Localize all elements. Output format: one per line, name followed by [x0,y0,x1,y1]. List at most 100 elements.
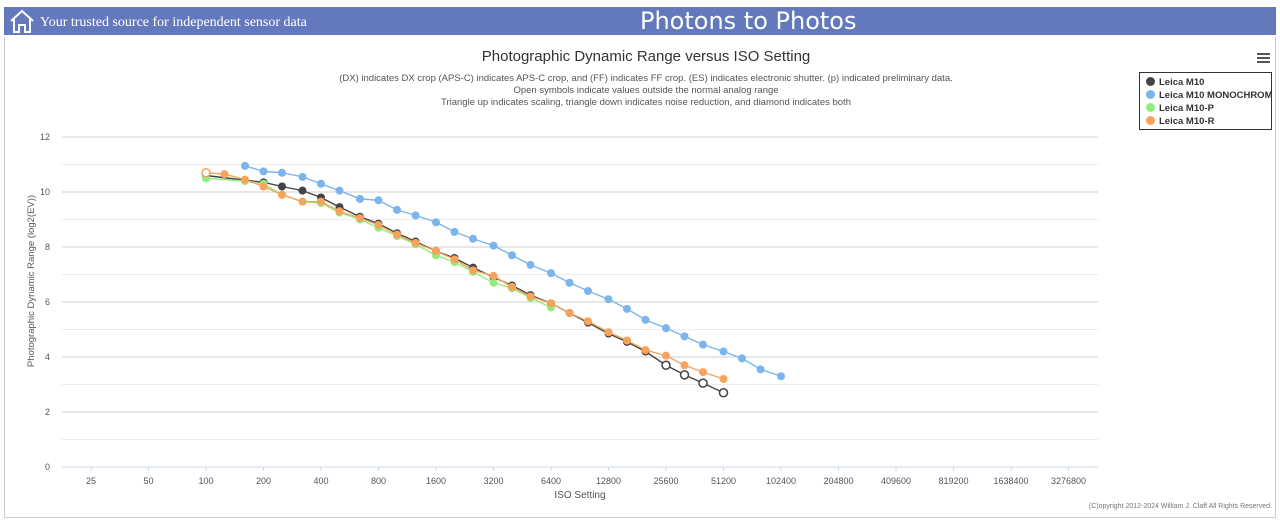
y-tick-label: 8 [45,242,50,252]
legend-marker-icon [1146,90,1155,99]
data-point [450,227,459,236]
chart-legend: Leica M10 Leica M10 MONOCHROM Leica M10-… [1139,72,1273,130]
legend-marker-icon [1146,116,1155,125]
data-point [240,175,249,184]
legend-marker-icon [1146,77,1155,86]
data-point [661,360,671,370]
legend-item-leica-m10[interactable]: Leica M10 [1146,77,1204,89]
data-point [526,292,535,301]
data-point [565,278,574,287]
chart-subtitle-line: (DX) indicates DX crop (APS-C) indicates… [339,73,953,84]
data-point [699,368,708,377]
x-tick-label: 12800 [596,476,621,486]
site-tagline: Your trusted source for independent sens… [40,15,307,30]
chart-subtitle-line: Triangle up indicates scaling, triangle … [441,97,851,108]
data-point [432,247,440,256]
legend-marker-icon [1146,103,1155,112]
data-point [411,211,420,220]
data-point [662,351,670,360]
x-tick-label: 200 [256,476,271,486]
data-point [623,304,632,313]
data-point [489,278,498,287]
data-point [719,375,728,383]
data-point [662,324,670,333]
series-line [205,174,724,394]
data-point [278,190,287,199]
x-tick-label: 204800 [823,476,853,486]
data-point [547,299,555,308]
x-tick-label: 3200 [483,476,503,486]
data-point [259,167,268,176]
data-point [374,196,383,205]
site-header: Your trusted source for independent sens… [4,7,1276,35]
data-point [240,161,249,170]
x-tick-label: 800 [371,476,386,486]
data-point [565,309,574,317]
legend-label: Leica M10-R [1159,116,1215,127]
x-tick-label: 1600 [426,476,446,486]
x-tick-label: 1638400 [993,476,1028,486]
data-point [641,315,650,324]
data-point [411,238,420,247]
data-point [278,168,287,177]
y-tick-label: 4 [45,352,50,362]
data-point [699,340,708,349]
data-point [317,179,325,188]
chart-title: Photographic Dynamic Range versus ISO Se… [482,48,811,65]
x-tick-label: 51200 [711,476,736,486]
x-tick-label: 409600 [881,476,911,486]
data-point [508,282,517,291]
x-tick-label: 819200 [938,476,968,486]
data-point [220,170,229,179]
data-point [393,205,402,214]
data-point [756,365,765,374]
data-point [335,186,344,195]
x-tick-label: 6400 [541,476,561,486]
data-point [698,378,708,388]
y-tick-label: 10 [40,187,50,197]
data-point [355,194,364,203]
data-point [604,295,613,304]
hamburger-menu-icon[interactable] [1256,52,1272,66]
data-point [259,182,268,191]
data-point [278,182,287,191]
data-point [719,347,728,356]
legend-item-leica-m10-r[interactable]: Leica M10-R [1146,116,1214,128]
data-point [680,332,689,341]
x-tick-label: 50 [143,476,153,486]
x-tick-label: 102400 [766,476,796,486]
legend-label: Leica M10 MONOCHROM [1159,90,1273,101]
data-point [623,336,632,345]
data-point [335,207,344,216]
data-point [298,197,307,206]
data-point [641,346,650,355]
legend-item-leica-m10-p[interactable]: Leica M10-P [1146,103,1214,115]
data-point [679,370,690,380]
site-title[interactable]: Photons to Photos [640,7,857,35]
data-point [604,328,613,337]
chart-container [4,37,1276,518]
chart-subtitle-line: Open symbols indicate values outside the… [513,85,778,96]
data-point [432,218,440,227]
data-point [201,168,211,178]
x-tick-label: 3276800 [1051,476,1086,486]
data-point [547,269,555,278]
legend-item-leica-m10-monochrom[interactable]: Leica M10 MONOCHROM [1146,90,1273,102]
data-point [584,287,593,295]
data-point [508,251,517,260]
y-axis-label: Photographic Dynamic Range (log2(EV)) [26,195,37,367]
data-point [317,197,325,206]
home-icon[interactable] [8,8,36,34]
x-tick-label: 25600 [653,476,678,486]
x-axis-label: ISO Setting [554,490,605,501]
data-point [298,172,307,181]
data-point [489,271,498,280]
copyright-notice: (C)opyright 2012-2024 William J. Claff A… [1088,503,1272,510]
data-point [393,230,402,239]
data-point [355,214,364,223]
x-tick-label: 400 [313,476,328,486]
data-point [680,361,689,370]
y-tick-label: 6 [45,297,50,307]
y-tick-label: 12 [40,132,50,142]
